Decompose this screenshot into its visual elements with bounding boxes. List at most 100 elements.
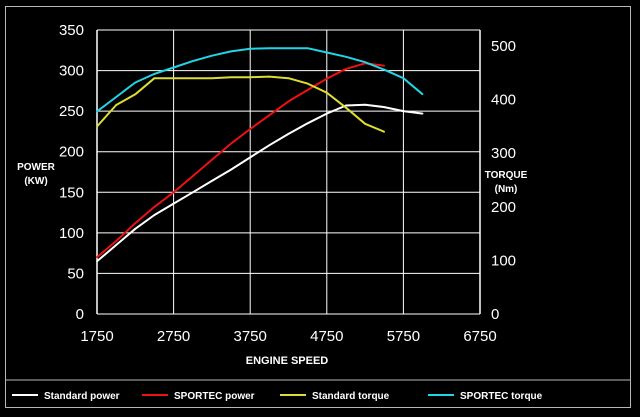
sportec-power-point <box>306 89 309 91</box>
standard-torque-line <box>96 75 385 133</box>
sportec-torque-point <box>287 47 290 50</box>
left-tick-label: 300 <box>59 63 84 80</box>
standard-torque-point <box>364 122 366 125</box>
sportec-power-point <box>326 77 328 80</box>
left-tick-label: 50 <box>67 265 84 282</box>
standard-power-point <box>134 228 137 230</box>
sportec-power-line <box>96 62 385 258</box>
standard-power-point <box>326 112 328 115</box>
sportec-torque-point <box>96 110 98 113</box>
sportec-torque-point <box>345 55 347 58</box>
standard-torque-point <box>306 82 309 85</box>
right-axis-title-line-1: TORQUE <box>485 170 528 181</box>
chart-grid <box>96 29 481 315</box>
sportec-torque-point <box>402 77 405 80</box>
left-axis-ticks: 0 50 100 150 200 250 300 350 <box>59 22 84 323</box>
standard-power-point <box>287 133 290 135</box>
sportec-torque-point <box>364 61 366 63</box>
left-axis-title-line-1: POWER <box>17 162 56 173</box>
sportec-torque-point <box>153 73 156 75</box>
left-tick-label: 250 <box>59 103 84 120</box>
x-tick-label: 1750 <box>80 328 113 345</box>
standard-power-point <box>268 144 271 147</box>
standard-power-point <box>306 122 309 125</box>
sportec-power-point <box>287 100 290 103</box>
standard-torque-point <box>268 75 271 78</box>
right-axis-ticks: 0 100 200 300 400 500 <box>491 38 516 323</box>
right-tick-label: 400 <box>491 92 516 109</box>
sportec-torque-point <box>383 68 386 71</box>
standard-torque-point <box>230 76 232 78</box>
sportec-power-point <box>249 128 251 130</box>
standard-power-point <box>345 104 347 107</box>
sportec-power-point <box>153 206 156 208</box>
standard-power-point <box>96 260 98 263</box>
left-axis-title-line-2: (KW) <box>24 176 47 187</box>
standard-torque-point <box>345 106 347 109</box>
standard-power-point <box>211 180 213 182</box>
sportec-torque-point <box>191 60 194 62</box>
standard-power-point <box>191 191 194 194</box>
sportec-torque-point <box>326 51 328 54</box>
x-tick-label: 5750 <box>387 328 420 345</box>
sportec-power-point <box>172 191 175 194</box>
standard-torque-point <box>211 77 213 80</box>
sportec-power-point <box>115 240 117 242</box>
right-tick-label: 500 <box>491 38 516 55</box>
standard-power-line <box>96 103 423 263</box>
sportec-torque-point <box>230 50 232 53</box>
standard-power-point <box>249 156 251 159</box>
x-tick-label: 2750 <box>157 328 190 345</box>
standard-torque-point <box>191 77 194 80</box>
legend-label-standard-power: Standard power <box>44 391 120 402</box>
sportec-power-point <box>96 256 98 259</box>
sportec-power-point <box>383 64 386 67</box>
standard-torque-point <box>115 104 117 106</box>
sportec-torque-point <box>211 54 213 57</box>
standard-power-point <box>230 168 232 171</box>
sportec-power-point <box>268 114 271 116</box>
x-tick-label: 6750 <box>463 328 496 345</box>
legend-label-sportec-power: SPORTEC power <box>174 391 255 402</box>
sportec-power-point <box>134 222 137 224</box>
standard-torque-point <box>326 91 328 94</box>
x-axis-title: ENGINE SPEED <box>246 355 329 367</box>
chart-series <box>96 47 424 263</box>
left-tick-label: 0 <box>76 306 84 323</box>
right-tick-label: 300 <box>491 145 516 162</box>
sportec-torque-point <box>268 47 271 50</box>
sportec-torque-point <box>421 93 424 96</box>
standard-power-point <box>115 244 117 246</box>
standard-torque-point <box>134 93 137 96</box>
standard-torque-point <box>172 77 175 80</box>
chart-legend: Standard power SPORTEC power Standard torq… <box>12 391 543 402</box>
standard-power-point <box>402 110 405 112</box>
legend-label-sportec-torque: SPORTEC torque <box>460 391 543 402</box>
right-tick-label: 100 <box>491 252 516 269</box>
sportec-torque-line <box>96 47 424 113</box>
sportec-torque-point <box>306 47 309 50</box>
sportec-torque-point <box>134 81 137 84</box>
sportec-power-point <box>211 159 213 161</box>
right-tick-label: 200 <box>491 199 516 216</box>
standard-torque-point <box>287 77 290 80</box>
standard-power-point <box>153 214 156 216</box>
sportec-power-point <box>191 175 194 177</box>
sportec-torque-point <box>249 47 251 50</box>
standard-power-point <box>383 106 386 108</box>
x-tick-label: 3750 <box>234 328 267 345</box>
legend-label-standard-torque: Standard torque <box>312 391 390 402</box>
x-tick-label: 4750 <box>310 328 343 345</box>
standard-power-point <box>421 112 424 115</box>
sportec-torque-point <box>172 66 175 69</box>
sportec-power-point <box>230 142 232 145</box>
sportec-power-point <box>345 68 347 70</box>
standard-power-point <box>172 202 175 205</box>
left-tick-label: 200 <box>59 144 84 161</box>
standard-torque-point <box>153 77 156 80</box>
left-tick-label: 350 <box>59 22 84 39</box>
left-tick-label: 100 <box>59 225 84 242</box>
right-tick-label: 0 <box>491 306 499 323</box>
standard-power-point <box>364 103 366 106</box>
